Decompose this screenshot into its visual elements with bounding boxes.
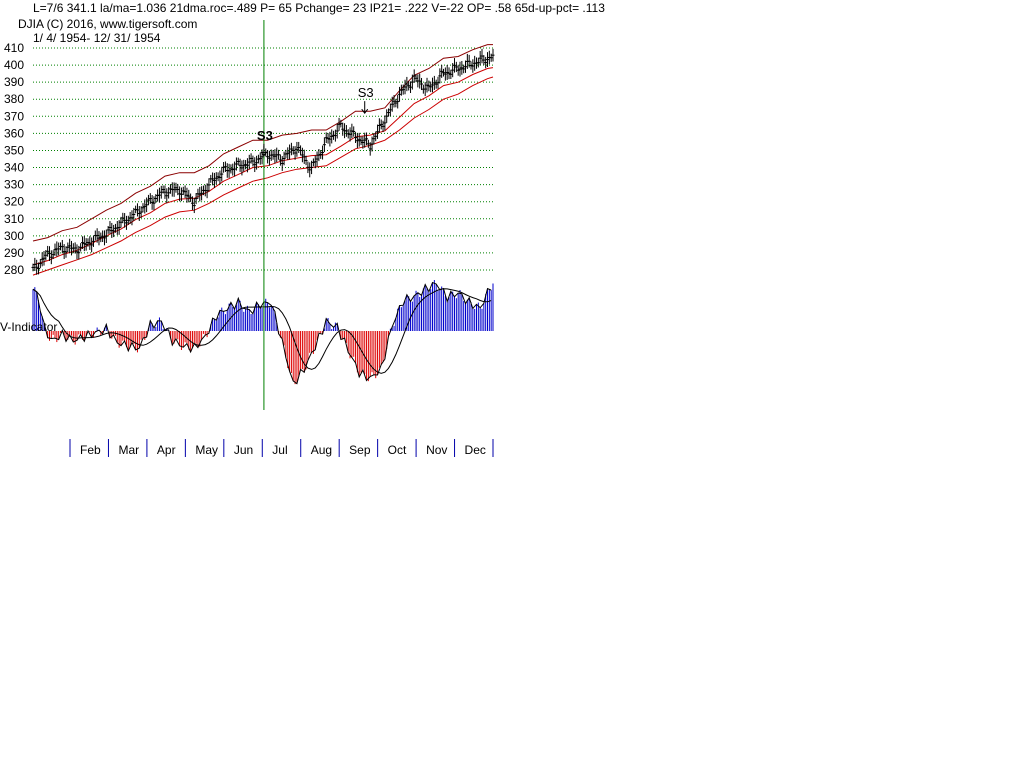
y-tick-label: 400 <box>4 58 24 72</box>
header-line1: L=7/6 341.1 la/ma=1.036 21dma.roc=.489 P… <box>33 1 605 15</box>
upper-band-line <box>32 44 493 242</box>
price-bars <box>31 48 495 275</box>
v-indicator-line <box>32 281 492 385</box>
y-tick-label: 300 <box>4 229 24 243</box>
y-tick-label: 290 <box>4 246 24 260</box>
y-tick-label: 360 <box>4 126 24 140</box>
y-tick-label: 330 <box>4 178 24 192</box>
y-tick-label: 380 <box>4 92 24 106</box>
lower-band-line <box>32 76 494 276</box>
month-label: Apr <box>157 443 176 457</box>
y-tick-label: 310 <box>4 212 24 226</box>
signal-arrowhead <box>361 108 369 114</box>
y-tick-label: 370 <box>4 109 24 123</box>
y-tick-label: 410 <box>4 41 24 55</box>
v-indicator-label: V-Indicator <box>0 320 57 334</box>
signal-label-s3: S3 <box>257 128 273 143</box>
month-label: Jun <box>234 443 253 457</box>
signal-arrowhead <box>260 151 268 157</box>
y-tick-label: 340 <box>4 161 24 175</box>
month-label: Jul <box>272 443 287 457</box>
month-label: Oct <box>388 443 407 457</box>
signal-label-s3: S3 <box>358 85 374 100</box>
month-label: Nov <box>426 443 447 457</box>
middle-band-line <box>32 67 494 266</box>
y-tick-label: 390 <box>4 75 24 89</box>
month-label: Mar <box>118 443 139 457</box>
month-label: May <box>195 443 218 457</box>
header-line3: 1/ 4/ 1954- 12/ 31/ 1954 <box>33 31 161 45</box>
y-tick-label: 320 <box>4 195 24 209</box>
header-line2: DJIA (C) 2016, www.tigersoft.com <box>18 17 197 31</box>
month-label: Sep <box>349 443 371 457</box>
y-tick-label: 280 <box>4 263 24 277</box>
v-indicator-bars <box>32 280 494 385</box>
month-label: Feb <box>80 443 101 457</box>
month-label: Dec <box>465 443 486 457</box>
v-indicator-ma-line <box>32 288 492 374</box>
y-tick-label: 350 <box>4 143 24 157</box>
month-label: Aug <box>311 443 332 457</box>
